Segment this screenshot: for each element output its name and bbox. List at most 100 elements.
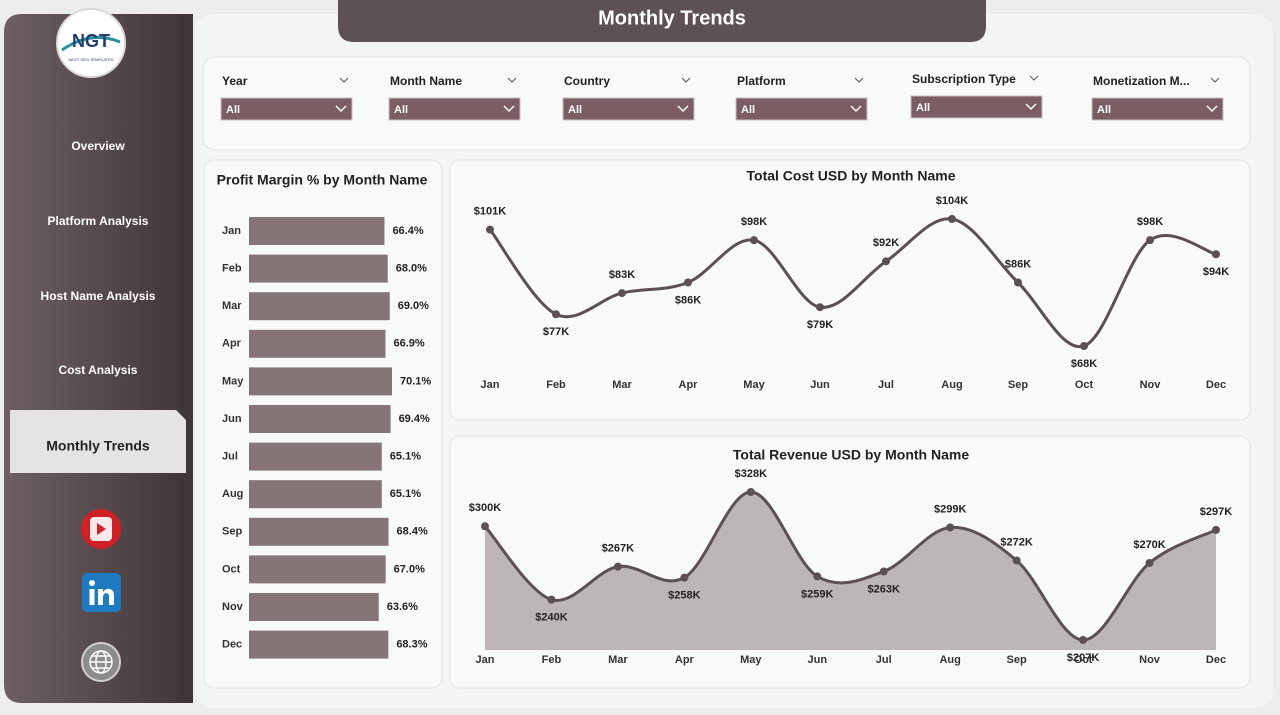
point (750, 236, 758, 245)
x-tick-label: Apr (679, 379, 699, 391)
filter-chevron (854, 77, 864, 83)
x-tick-label: Dec (1206, 379, 1226, 391)
filter-dropdown[interactable] (562, 97, 695, 121)
point (613, 562, 622, 571)
filter-value: All (916, 102, 930, 114)
point (948, 215, 956, 223)
x-tick-label: Feb (542, 654, 562, 666)
point (1079, 636, 1088, 644)
nav: Overview Platform Analysis Host Name Analy… (41, 139, 156, 454)
filter-dropdown[interactable] (910, 95, 1043, 119)
data-label: $297K (1200, 506, 1232, 518)
x-tick-label: Mar (608, 654, 628, 666)
bar (249, 329, 386, 358)
linkedin-dot (89, 580, 95, 586)
nav-item[interactable]: Overview (71, 139, 125, 153)
x-tick-label: Sep (1008, 379, 1028, 391)
data-label: $101K (474, 205, 506, 217)
filter-dropdown[interactable] (1091, 97, 1224, 121)
data-label: 63.6% (387, 601, 418, 613)
data-label: $92K (873, 237, 899, 249)
data-label: $263K (868, 583, 900, 595)
data-label: $240K (535, 612, 567, 624)
bar (249, 593, 379, 621)
x-tick-label: Mar (612, 379, 632, 391)
x-tick-label: Aug (941, 379, 962, 391)
x-tick-label: Jul (878, 379, 894, 391)
point (684, 278, 692, 287)
header-tab (338, 0, 986, 42)
y-tick-label: Feb (222, 263, 242, 275)
data-label: $207K (1067, 652, 1099, 664)
nav-item[interactable]: Platform Analysis (48, 214, 149, 228)
point (1212, 525, 1220, 534)
point (1012, 556, 1021, 565)
point (879, 567, 888, 576)
point (882, 257, 890, 266)
logo-subtext: NEXT GEN TEMPLATES (69, 57, 114, 62)
bar (249, 254, 388, 283)
filter-chevron (1210, 77, 1220, 83)
nav-item[interactable]: Host Name Analysis (41, 289, 156, 303)
x-tick-label: May (743, 379, 765, 391)
nav-item[interactable]: Monthly Trends (46, 438, 150, 454)
filter-panel (202, 56, 1251, 151)
y-tick-label: Aug (222, 488, 243, 500)
filter-chevron (507, 77, 517, 83)
dropdown-chevron (850, 105, 862, 113)
y-tick-label: Jul (222, 451, 238, 463)
dropdown-chevron (503, 105, 515, 113)
nav-item[interactable]: Cost Analysis (59, 363, 138, 377)
point (1212, 250, 1220, 259)
x-tick-label: Jun (810, 379, 830, 391)
x-tick-label: Jan (476, 654, 495, 666)
x-tick-label: Nov (1139, 654, 1161, 666)
data-label: $272K (1000, 536, 1032, 548)
filter-chevron (339, 77, 349, 83)
y-tick-label: Jun (222, 413, 242, 425)
chart-title: Total Revenue USD by Month Name (733, 447, 969, 463)
filter-dropdown[interactable] (220, 97, 353, 121)
y-tick-label: Nov (222, 601, 244, 613)
point (618, 289, 626, 298)
point (552, 310, 560, 319)
filter-label: Year (222, 74, 248, 88)
filter-value: All (741, 104, 755, 116)
point (547, 595, 556, 604)
data-label: $300K (469, 502, 501, 514)
data-label: $270K (1133, 539, 1165, 551)
filter-label: Subscription Type (912, 72, 1016, 86)
dropdown-chevron (677, 105, 689, 113)
data-label: $299K (934, 503, 966, 515)
data-label: 69.4% (399, 413, 430, 425)
data-label: $79K (807, 319, 833, 331)
filter-chevron (681, 77, 691, 83)
filter-dropdown[interactable] (388, 97, 521, 121)
point (946, 523, 955, 532)
data-label: $98K (741, 216, 767, 228)
dropdown-chevron (335, 105, 347, 113)
filter-dropdown[interactable] (735, 97, 868, 121)
filter-value: All (1097, 104, 1111, 116)
active-nav-bg (10, 410, 186, 473)
point (1014, 278, 1022, 287)
point (1080, 342, 1088, 350)
point (813, 572, 822, 581)
x-tick-label: Nov (1140, 379, 1162, 391)
point (481, 522, 489, 531)
area (485, 491, 1216, 650)
filter-value: All (394, 104, 408, 116)
point (816, 303, 824, 312)
x-tick-label: May (740, 654, 762, 666)
chart-title: Total Cost USD by Month Name (747, 168, 956, 184)
filter-label: Platform (737, 74, 786, 88)
data-label: $267K (602, 543, 634, 555)
point (746, 488, 755, 496)
data-label: $68K (1071, 358, 1097, 370)
x-tick-label: Jan (481, 379, 500, 391)
bar (249, 405, 391, 433)
filter-label: Monetization M... (1093, 74, 1190, 88)
data-label: $83K (609, 269, 635, 281)
bar (249, 555, 386, 584)
